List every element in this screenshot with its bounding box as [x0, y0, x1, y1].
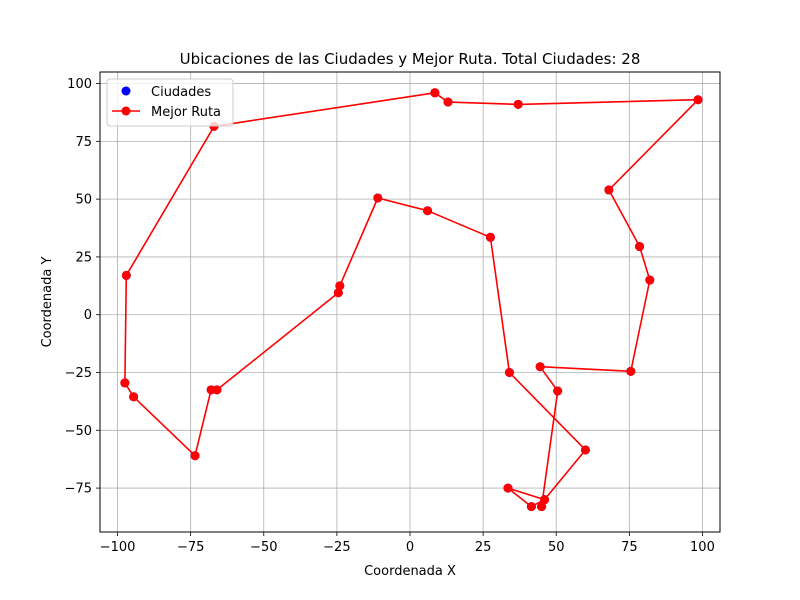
- legend-ruta-label: Mejor Ruta: [151, 105, 221, 120]
- route-point: [553, 386, 563, 396]
- route-point: [635, 242, 645, 252]
- route-line: [124, 92, 699, 508]
- y-axis-label: Coordenada Y: [40, 257, 55, 348]
- route-point: [206, 385, 216, 395]
- y-tick-label: 25: [75, 250, 92, 265]
- route-point: [526, 502, 536, 512]
- route-point: [333, 288, 343, 298]
- x-tick-label: 25: [475, 540, 492, 555]
- route-point: [430, 88, 440, 98]
- route-point: [540, 495, 550, 505]
- chart-title: Ubicaciones de las Ciudades y Mejor Ruta…: [180, 50, 641, 68]
- legend-box: [106, 78, 234, 127]
- route-markers: [120, 88, 703, 512]
- y-tick-label: −75: [65, 482, 92, 497]
- legend: Ciudades Mejor Ruta: [106, 78, 234, 127]
- route-point: [443, 97, 453, 107]
- y-tick-label: 75: [75, 135, 92, 150]
- route-point: [190, 451, 200, 461]
- route-point: [335, 281, 345, 291]
- x-tick-label: −100: [100, 540, 136, 555]
- route-path: [124, 92, 699, 508]
- route-point: [120, 378, 130, 388]
- legend-ciudades-label: Ciudades: [151, 85, 211, 100]
- y-tick-label: 100: [67, 77, 92, 92]
- y-tick-label: 50: [75, 193, 92, 208]
- route-point: [535, 362, 545, 372]
- y-axis-ticks: −75 −50 −25 0 25 50 75 100: [65, 77, 100, 497]
- x-tick-label: 75: [621, 540, 638, 555]
- x-tick-label: 100: [690, 540, 715, 555]
- y-tick-label: −50: [65, 424, 92, 439]
- route-point: [373, 193, 383, 203]
- route-point: [121, 270, 131, 280]
- route-point: [626, 366, 636, 376]
- x-tick-label: −25: [323, 540, 350, 555]
- route-point: [580, 445, 590, 455]
- grid-lines: [100, 72, 720, 532]
- legend-ciudades-marker: [121, 86, 131, 96]
- route-point: [537, 502, 547, 512]
- route-point: [129, 392, 139, 402]
- x-axis-label: Coordenada X: [364, 564, 456, 579]
- route-point: [503, 483, 513, 493]
- x-tick-label: 50: [548, 540, 565, 555]
- x-tick-label: −75: [177, 540, 204, 555]
- y-tick-label: 0: [84, 308, 92, 323]
- x-axis-ticks: −100 −75 −50 −25 0 25 50 75 100: [100, 532, 715, 555]
- route-point: [604, 185, 614, 195]
- x-tick-label: −50: [250, 540, 277, 555]
- x-tick-label: 0: [406, 540, 414, 555]
- route-point: [485, 232, 495, 242]
- route-point: [645, 275, 655, 285]
- route-point: [423, 206, 433, 216]
- route-point: [513, 99, 523, 109]
- route-point: [504, 368, 514, 378]
- y-tick-label: −25: [65, 366, 92, 381]
- legend-ruta-marker: [121, 106, 131, 116]
- route-point: [693, 95, 703, 105]
